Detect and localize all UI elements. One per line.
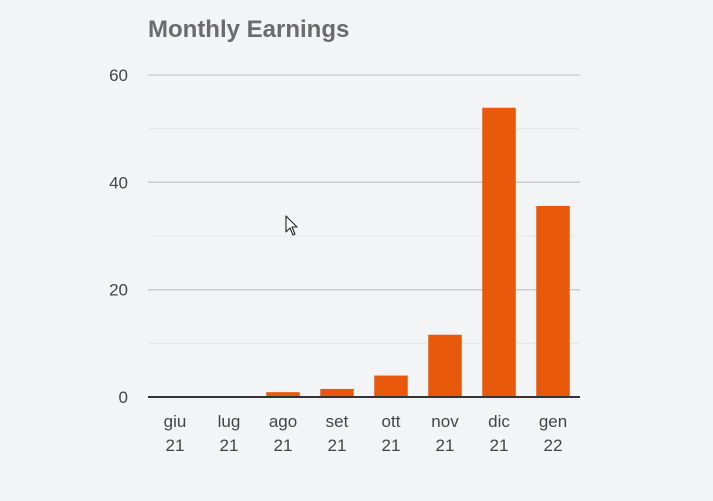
y-tick-label: 20 [109, 281, 128, 300]
bar [320, 388, 354, 397]
x-tick-label: giu [164, 412, 187, 431]
x-tick-label: 22 [544, 436, 563, 455]
x-tick-label: ott [382, 412, 401, 431]
x-tick-label: 21 [274, 436, 293, 455]
y-tick-label: 0 [119, 388, 128, 407]
bar [374, 375, 408, 397]
x-tick-label: 21 [436, 436, 455, 455]
x-tick-label: ago [269, 412, 297, 431]
bar [428, 334, 462, 397]
bar [266, 392, 300, 397]
x-tick-label: 21 [220, 436, 239, 455]
bar [536, 205, 570, 397]
mouse-pointer-icon [285, 215, 298, 236]
bar [482, 107, 516, 397]
x-tick-label: 21 [328, 436, 347, 455]
x-tick-label: gen [539, 412, 567, 431]
y-tick-label: 60 [109, 66, 128, 85]
x-tick-label: dic [488, 412, 510, 431]
x-tick-label: lug [218, 412, 241, 431]
y-tick-label: 40 [109, 173, 128, 192]
x-tick-label: 21 [490, 436, 509, 455]
chart-title: Monthly Earnings [148, 16, 350, 43]
x-tick-label: nov [431, 412, 459, 431]
x-tick-label: set [326, 412, 349, 431]
x-tick-label: 21 [166, 436, 185, 455]
x-tick-label: 21 [382, 436, 401, 455]
